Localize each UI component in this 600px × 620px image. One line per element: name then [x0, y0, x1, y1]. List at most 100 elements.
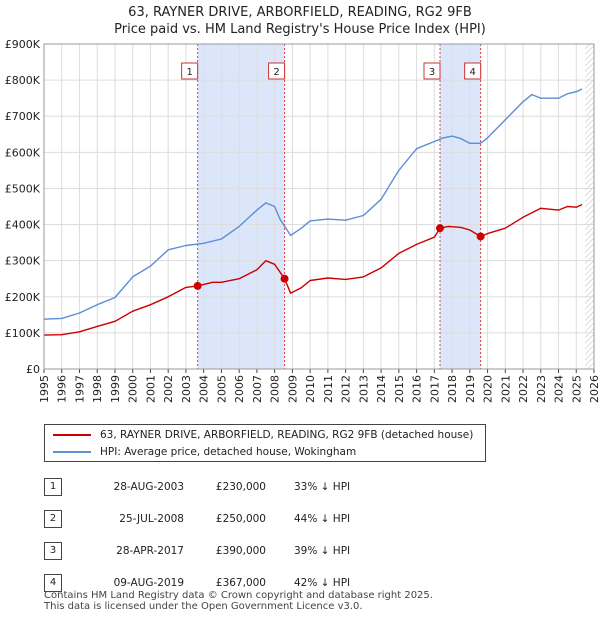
- marker-label-box: [181, 62, 199, 80]
- x-tick-label: 1998: [91, 375, 104, 403]
- footer-line2: This data is licensed under the Open Gov…: [44, 601, 363, 612]
- data-point-property: [469, 229, 471, 231]
- legend-swatch-hpi: [53, 451, 91, 453]
- data-point-property: [575, 206, 577, 208]
- sale-row: 1 28-AUG-2003 £230,000 33% ↓ HPI: [44, 472, 444, 504]
- data-point-hpi: [566, 93, 568, 95]
- data-point-property: [433, 236, 435, 238]
- legend-item-hpi: HPI: Average price, detached house, Woki…: [53, 444, 356, 460]
- data-point-property: [185, 286, 187, 288]
- sale-number: 1: [44, 478, 62, 496]
- data-point-hpi: [279, 218, 281, 220]
- data-point-hpi: [557, 97, 560, 99]
- data-point-property: [415, 243, 418, 246]
- x-tick-label: 2019: [464, 375, 477, 403]
- x-tick-label: 1997: [73, 375, 86, 403]
- data-point-property: [167, 296, 169, 298]
- sale-price: £367,000: [215, 577, 266, 589]
- legend: 63, RAYNER DRIVE, ARBORFIELD, READING, R…: [44, 424, 486, 462]
- data-point-property: [540, 207, 542, 209]
- data-point-property: [61, 334, 63, 336]
- sale-hpi-diff: 44% ↓ HPI: [294, 513, 351, 525]
- x-tick-label: 2026: [588, 375, 600, 403]
- x-tick-label: 2005: [215, 375, 228, 403]
- x-tick-label: 1996: [56, 375, 69, 403]
- footer: Contains HM Land Registry data © Crown c…: [44, 590, 433, 612]
- marker-label-box: [268, 62, 286, 80]
- chart-title-line2: Price paid vs. HM Land Registry's House …: [114, 22, 486, 37]
- data-point-property: [274, 263, 276, 265]
- data-point-hpi: [149, 265, 152, 267]
- data-point-property: [504, 227, 506, 229]
- x-tick-label: 2006: [233, 375, 246, 403]
- data-point-hpi: [469, 142, 471, 144]
- y-tick-label: £500K: [5, 182, 41, 195]
- data-point-property: [580, 204, 583, 206]
- data-point-hpi: [451, 135, 453, 137]
- x-tick-label: 2023: [535, 375, 548, 403]
- data-point-hpi: [522, 101, 524, 103]
- y-tick-label: £600K: [5, 146, 41, 159]
- sale-point: [193, 281, 202, 290]
- data-point-property: [132, 310, 134, 312]
- sale-price: £250,000: [215, 513, 266, 525]
- legend-swatch-property: [53, 434, 91, 436]
- plot-frame: [43, 43, 595, 370]
- data-point-property: [557, 209, 560, 211]
- x-tick-label: 2000: [127, 375, 140, 403]
- data-point-hpi: [78, 312, 81, 314]
- legend-label-property: 63, RAYNER DRIVE, ARBORFIELD, READING, R…: [100, 429, 474, 441]
- y-tick-label: £400K: [5, 219, 41, 232]
- x-tick-label: 2010: [304, 375, 317, 403]
- data-point-hpi: [575, 91, 577, 93]
- x-tick-label: 2001: [144, 375, 157, 403]
- x-tick-label: 2016: [411, 375, 424, 403]
- data-point-property: [380, 267, 382, 269]
- y-tick-label: £700K: [5, 110, 41, 123]
- x-tick-label: 2015: [393, 375, 406, 403]
- data-point-property: [486, 232, 489, 235]
- chart-title-line1: 63, RAYNER DRIVE, ARBORFIELD, READING, R…: [128, 5, 472, 20]
- x-tick-label: 2020: [482, 375, 495, 403]
- data-point-property: [256, 269, 258, 271]
- shaded-range: [440, 44, 481, 369]
- data-point-hpi: [531, 93, 533, 96]
- data-point-property: [238, 278, 240, 280]
- data-point-property: [78, 331, 81, 333]
- sale-price: £390,000: [215, 545, 266, 557]
- sale-hpi-diff: 33% ↓ HPI: [294, 481, 351, 493]
- y-tick-label: £900K: [5, 38, 41, 51]
- marker-label-box: [464, 62, 482, 80]
- sale-row: 4 09-AUG-2019 £367,000 42% ↓ HPI: [44, 568, 444, 600]
- data-point-hpi: [114, 296, 116, 299]
- sale-row: 2 25-JUL-2008 £250,000 44% ↓ HPI: [44, 504, 444, 536]
- series-line-hpi: [43, 88, 582, 320]
- y-tick-label: £0: [26, 363, 40, 376]
- data-point-property: [290, 292, 292, 294]
- sale-date: 25-JUL-2008: [119, 513, 184, 525]
- data-point-property: [211, 281, 214, 283]
- data-point-hpi: [274, 205, 276, 208]
- x-tick-label: 2021: [499, 375, 512, 403]
- marker-label: 3: [429, 67, 435, 78]
- x-tick-label: 2004: [198, 375, 211, 403]
- legend-label-hpi: HPI: Average price, detached house, Woki…: [100, 446, 357, 458]
- x-tick-label: 2018: [446, 375, 459, 403]
- data-point-hpi: [256, 209, 258, 211]
- data-point-hpi: [540, 97, 542, 99]
- x-tick-label: 1999: [109, 375, 122, 403]
- data-point-hpi: [167, 249, 169, 251]
- data-point-hpi: [380, 198, 382, 200]
- x-tick-label: 2025: [570, 375, 583, 403]
- x-tick-label: 2017: [428, 375, 441, 403]
- data-point-hpi: [265, 202, 267, 204]
- sale-hpi-diff: 42% ↓ HPI: [294, 577, 351, 589]
- sale-number: 2: [44, 510, 62, 528]
- x-tick-label: 2022: [517, 375, 530, 403]
- x-tick-label: 2009: [286, 375, 299, 403]
- data-point-property: [345, 278, 347, 281]
- data-point-property: [327, 277, 329, 279]
- data-point-hpi: [203, 242, 205, 244]
- data-point-hpi: [345, 219, 347, 221]
- sale-date: 28-AUG-2003: [113, 481, 184, 493]
